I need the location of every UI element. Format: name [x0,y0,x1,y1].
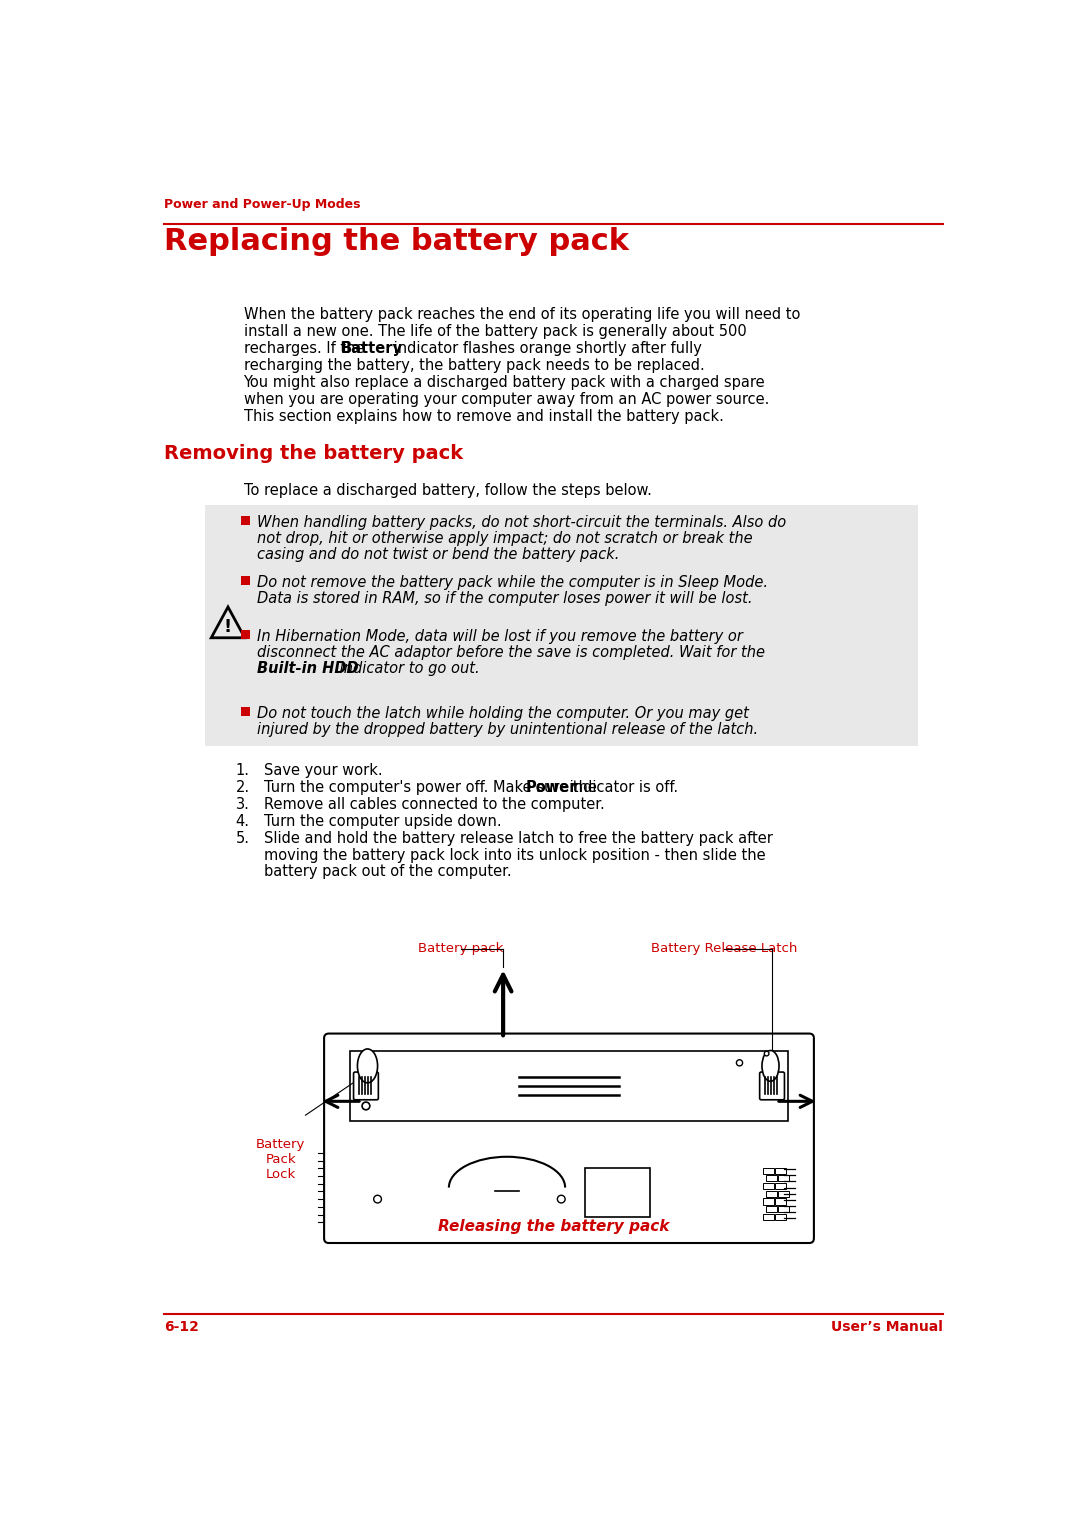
Text: Power: Power [525,780,577,795]
Bar [205,506,918,746]
Circle shape [765,1052,769,1057]
Bar [779,1176,789,1182]
Text: You might also replace a discharged battery pack with a charged spare: You might also replace a discharged batt… [243,375,765,390]
Ellipse shape [762,1050,779,1081]
Bar [241,630,249,639]
Text: recharges. If the: recharges. If the [243,341,368,356]
Bar [350,1050,787,1121]
Text: indicator flashes orange shortly after fully: indicator flashes orange shortly after f… [389,341,701,356]
Text: 1.: 1. [235,763,249,778]
Text: Save your work.: Save your work. [264,763,382,778]
Bar [775,1168,786,1174]
Text: Battery Release Latch: Battery Release Latch [651,942,797,956]
Circle shape [557,1196,565,1203]
Bar [775,1199,786,1205]
Text: Battery
Pack
Lock: Battery Pack Lock [256,1138,306,1182]
Text: 5.: 5. [235,830,249,846]
Text: This section explains how to remove and install the battery pack.: This section explains how to remove and … [243,408,724,424]
Text: casing and do not twist or bend the battery pack.: casing and do not twist or bend the batt… [257,547,619,563]
Bar [779,1206,789,1212]
Text: User’s Manual: User’s Manual [831,1320,943,1333]
Ellipse shape [357,1049,378,1083]
Bar [762,1199,773,1205]
Text: Turn the computer upside down.: Turn the computer upside down. [264,813,501,829]
Text: recharging the battery, the battery pack needs to be replaced.: recharging the battery, the battery pack… [243,358,704,373]
Circle shape [362,1102,369,1110]
Text: indicator is off.: indicator is off. [565,780,678,795]
Text: Built-in HDD: Built-in HDD [257,661,359,676]
Bar [584,1168,650,1217]
FancyBboxPatch shape [324,1034,814,1243]
Text: battery pack out of the computer.: battery pack out of the computer. [264,864,511,879]
Text: When the battery pack reaches the end of its operating life you will need to: When the battery pack reaches the end of… [243,307,800,323]
Text: Releasing the battery pack: Releasing the battery pack [437,1219,670,1234]
FancyBboxPatch shape [353,1072,378,1099]
Bar [241,706,249,716]
Text: Removing the battery pack: Removing the battery pack [164,443,463,463]
Text: When handling battery packs, do not short-circuit the terminals. Also do: When handling battery packs, do not shor… [257,515,786,531]
Circle shape [737,1060,743,1066]
Text: 4.: 4. [235,813,249,829]
Text: Power and Power-Up Modes: Power and Power-Up Modes [164,199,361,211]
Bar [766,1191,777,1197]
Text: Turn the computer's power off. Make sure the: Turn the computer's power off. Make sure… [264,780,602,795]
Bar [775,1214,786,1220]
Text: Battery: Battery [340,341,403,356]
Text: To replace a discharged battery, follow the steps below.: To replace a discharged battery, follow … [243,483,651,497]
Bar [762,1183,773,1190]
Bar [762,1214,773,1220]
Bar [766,1206,777,1212]
Text: 3.: 3. [235,797,249,812]
Text: Remove all cables connected to the computer.: Remove all cables connected to the compu… [264,797,605,812]
Text: Battery pack: Battery pack [418,942,503,956]
Bar [762,1168,773,1174]
Text: 2.: 2. [235,780,249,795]
Circle shape [374,1196,381,1203]
Text: Slide and hold the battery release latch to free the battery pack after: Slide and hold the battery release latch… [264,830,772,846]
Text: injured by the dropped battery by unintentional release of the latch.: injured by the dropped battery by uninte… [257,722,758,737]
Text: moving the battery pack lock into its unlock position - then slide the: moving the battery pack lock into its un… [264,847,766,862]
Text: 6-12: 6-12 [164,1320,200,1333]
Text: !: ! [224,618,232,636]
Text: not drop, hit or otherwise apply impact; do not scratch or break the: not drop, hit or otherwise apply impact;… [257,531,753,546]
Text: install a new one. The life of the battery pack is generally about 500: install a new one. The life of the batte… [243,324,746,339]
Bar [779,1191,789,1197]
Text: when you are operating your computer away from an AC power source.: when you are operating your computer awa… [243,391,769,407]
Text: indicator to go out.: indicator to go out. [336,661,480,676]
Text: Data is stored in RAM, so if the computer loses power it will be lost.: Data is stored in RAM, so if the compute… [257,592,752,605]
Bar [775,1183,786,1190]
Bar [766,1176,777,1182]
Text: Do not remove the battery pack while the computer is in Sleep Mode.: Do not remove the battery pack while the… [257,575,768,590]
Text: In Hibernation Mode, data will be lost if you remove the battery or: In Hibernation Mode, data will be lost i… [257,628,743,644]
Text: Do not touch the latch while holding the computer. Or you may get: Do not touch the latch while holding the… [257,706,748,720]
FancyBboxPatch shape [759,1072,784,1099]
Text: Replacing the battery pack: Replacing the battery pack [164,226,630,255]
Text: disconnect the AC adaptor before the save is completed. Wait for the: disconnect the AC adaptor before the sav… [257,645,765,661]
Bar [241,517,249,524]
Bar [241,576,249,584]
